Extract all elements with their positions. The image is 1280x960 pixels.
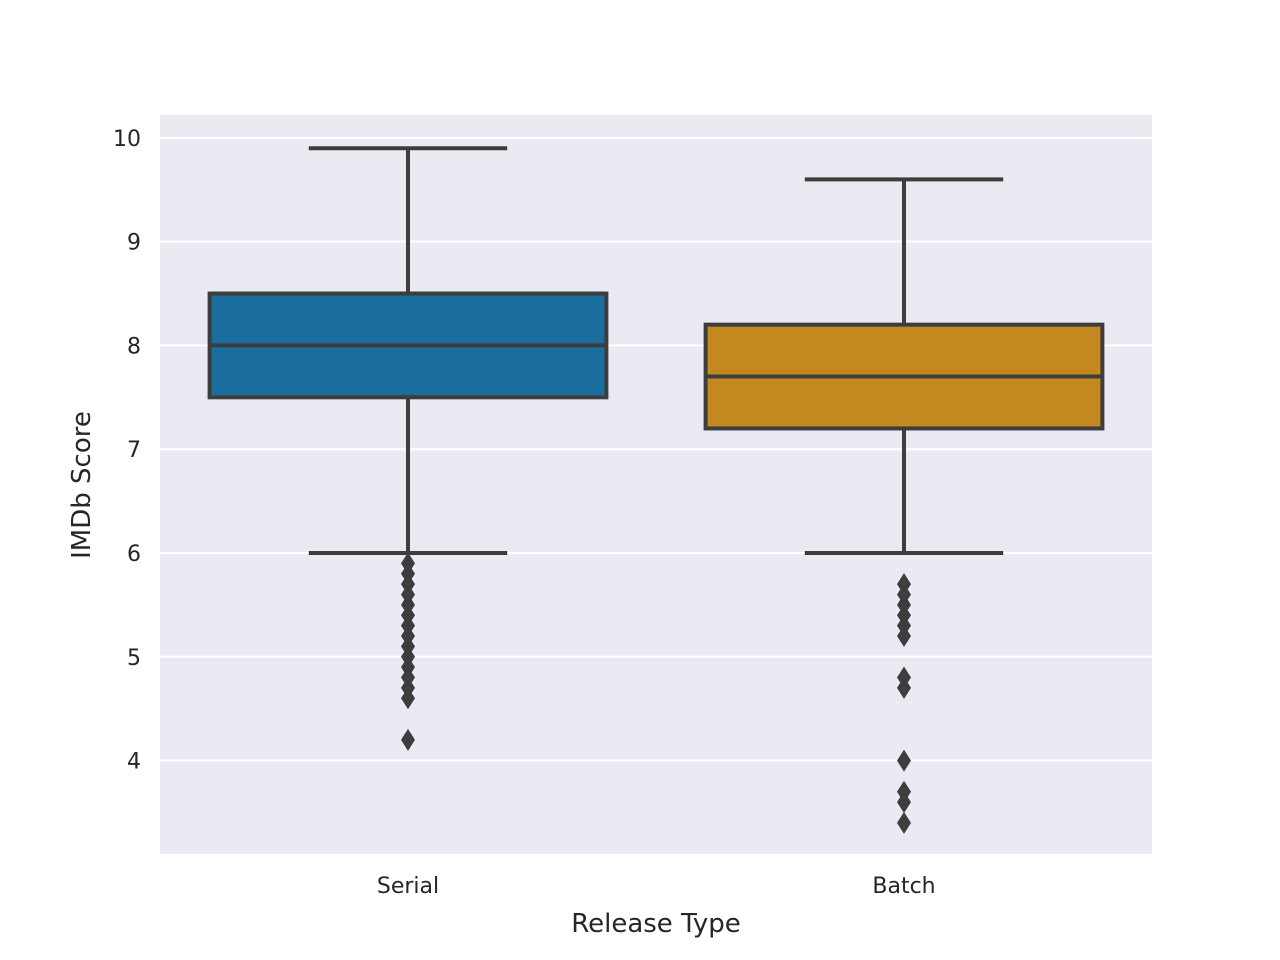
y-tick-label: 5 [127,646,141,671]
x-tick-labels: Serial Batch [377,874,936,899]
x-axis-label: Release Type [571,909,741,939]
box-group-batch [703,177,1105,834]
outlier-point [897,676,911,699]
y-tick-label: 7 [127,438,141,463]
outlier-point [897,791,911,814]
plot-background [160,115,1152,854]
y-tick-label: 6 [127,542,141,567]
outlier-point [401,728,415,751]
box-plots [207,146,1105,834]
x-tick-label: Serial [377,874,439,899]
y-tick-label: 10 [113,127,141,152]
outlier-point [401,687,415,710]
y-tick-labels: 4 5 6 7 8 9 10 [113,127,141,775]
outlier-point [897,749,911,772]
box-group-serial [207,146,609,751]
y-axis-label: IMDb Score [67,411,97,559]
y-tick-label: 4 [127,750,141,775]
y-tick-label: 9 [127,231,141,256]
outlier-point [897,625,911,648]
y-tick-label: 8 [127,334,141,359]
x-tick-label: Batch [872,874,935,899]
outlier-point [897,811,911,834]
